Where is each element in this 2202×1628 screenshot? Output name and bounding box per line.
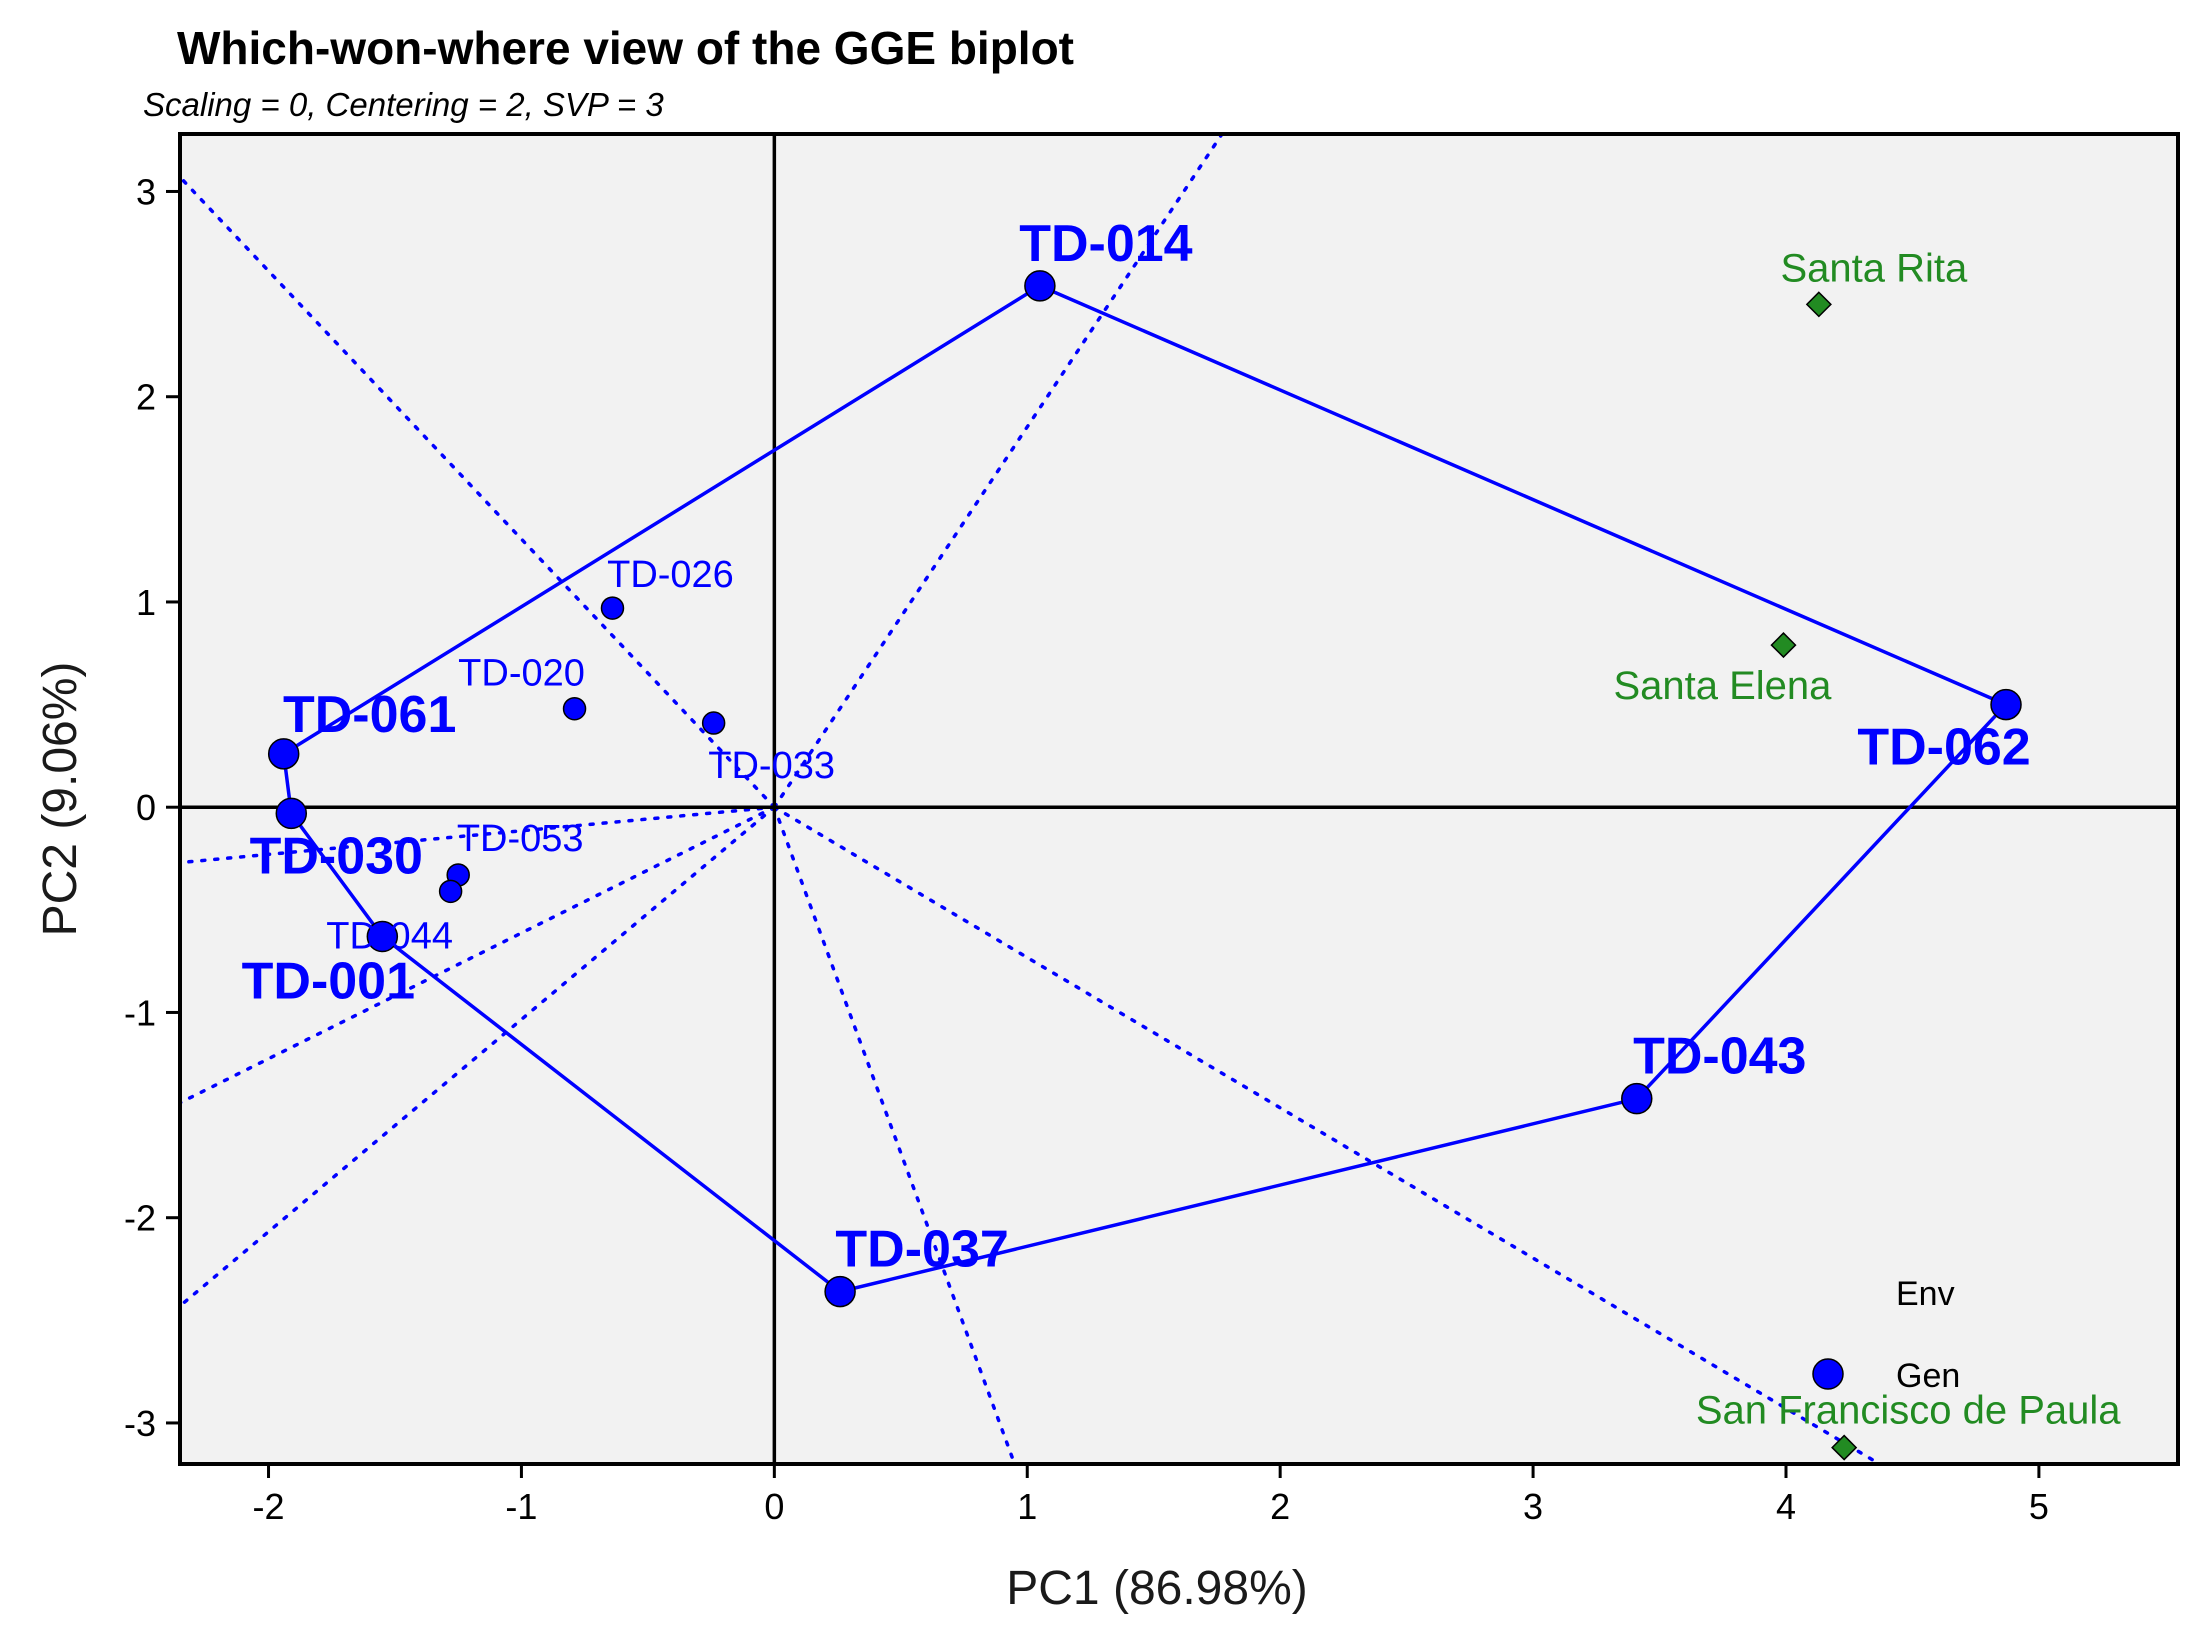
sector-ray <box>180 175 777 809</box>
genotype-label: TD-014 <box>1019 215 1192 273</box>
genotype-label: TD-061 <box>283 686 456 744</box>
genotype-point <box>701 711 726 735</box>
env-point <box>1770 632 1797 659</box>
legend-env-label: Env <box>1896 1275 1955 1313</box>
legend-gen-marker <box>1812 1358 1844 1390</box>
environment-points <box>1770 291 1858 1461</box>
x-tick-label: 0 <box>764 1486 784 1527</box>
y-tick-label: 0 <box>136 787 156 828</box>
sector-ray <box>180 805 777 865</box>
y-tick-label: -2 <box>124 1198 156 1239</box>
x-tick-label: 5 <box>2029 1486 2049 1527</box>
vertex-genotype-point <box>1990 688 2022 721</box>
genotype-points <box>267 270 2022 1308</box>
y-tick-label: 2 <box>136 377 156 418</box>
plot-border <box>178 132 2180 1466</box>
x-tick-label: 3 <box>1523 1486 1543 1527</box>
y-tick-label: 1 <box>136 582 156 623</box>
plot-panel <box>180 134 2178 1464</box>
genotype-label: TD-062 <box>1857 719 2030 777</box>
x-tick-label: 4 <box>1776 1486 1796 1527</box>
vertex-genotype-point <box>366 920 399 953</box>
genotype-label: TD-043 <box>1633 1028 1806 1086</box>
point-labels: Santa Rita Santa Elena San Francisco de Pa… <box>242 215 2122 1433</box>
vertex-genotype-point <box>824 1275 856 1308</box>
genotype-label: TD-030 <box>250 827 423 885</box>
y-tick-label: -1 <box>124 992 156 1033</box>
x-axis-label: PC1 (86.98%) <box>1006 1562 1307 1615</box>
env-point <box>1805 291 1832 318</box>
vertex-genotype-point <box>1024 270 1056 302</box>
vertex-genotype-point <box>1621 1082 1653 1115</box>
chart-subtitle: Scaling = 0, Centering = 2, SVP = 3 <box>143 86 664 123</box>
genotype-label: TD-033 <box>708 745 835 787</box>
genotype-label: TD-037 <box>835 1221 1008 1279</box>
legend-gen-label: Gen <box>1896 1357 1960 1395</box>
chart-title: Which-won-where view of the GGE biplot <box>177 22 1074 74</box>
y-tick-label: -3 <box>124 1403 156 1444</box>
env-point <box>1831 1434 1858 1461</box>
genotype-label: TD-026 <box>607 554 734 596</box>
genotype-label: TD-044 <box>326 915 453 957</box>
sector-rays <box>180 134 1882 1464</box>
env-label: San Francisco de Paula <box>1696 1389 2121 1433</box>
x-tick-label: 1 <box>1017 1486 1037 1527</box>
genotype-point <box>562 696 587 721</box>
sector-ray <box>180 805 777 1308</box>
genotype-point <box>600 596 625 620</box>
y-axis-label: PC2 (9.06%) <box>34 662 87 937</box>
x-tick-label: -2 <box>253 1486 285 1527</box>
env-label: Santa Rita <box>1780 246 1968 290</box>
env-label: Santa Elena <box>1613 664 1832 708</box>
genotype-label: TD-053 <box>457 818 584 860</box>
x-tick-label: 2 <box>1270 1486 1290 1527</box>
sector-ray <box>772 805 1017 1464</box>
sector-ray <box>772 134 1224 809</box>
genotype-label: TD-020 <box>458 653 585 695</box>
vertex-genotype-point <box>267 738 300 770</box>
genotype-label: TD-001 <box>242 953 415 1011</box>
axis-ticks: -2 -1 0 1 2 3 4 5 -3 -2 -1 0 1 2 3 <box>124 171 2049 1527</box>
vertex-genotype-point <box>275 797 308 830</box>
genotype-point <box>438 879 463 904</box>
legend: Env Gen <box>1812 1275 1960 1395</box>
y-tick-label: 3 <box>136 171 156 212</box>
x-tick-label: -1 <box>505 1486 537 1527</box>
